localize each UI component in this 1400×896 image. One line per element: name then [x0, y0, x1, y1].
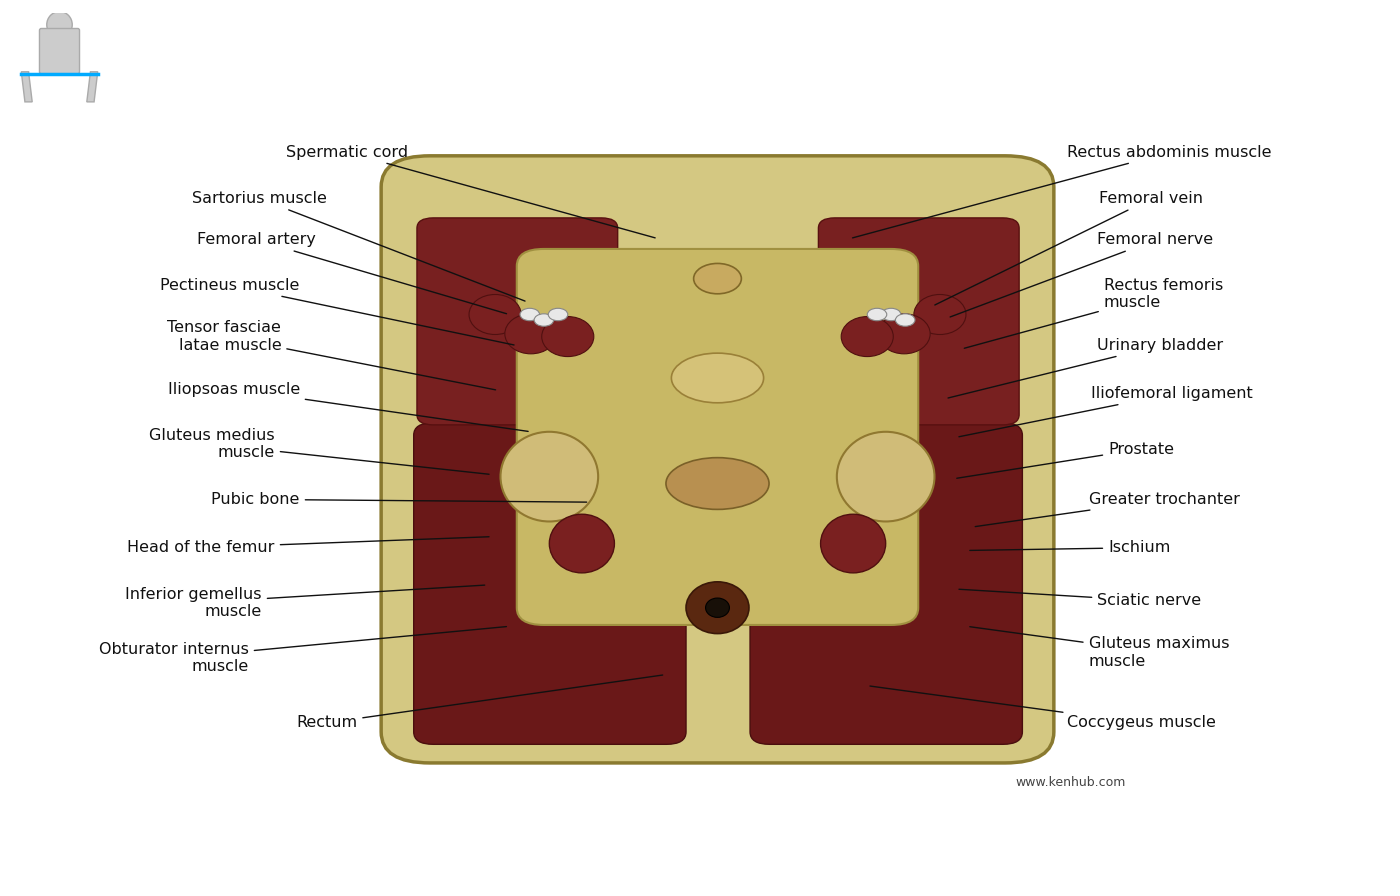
Ellipse shape — [469, 295, 521, 334]
Text: Sartorius muscle: Sartorius muscle — [192, 191, 525, 301]
FancyBboxPatch shape — [417, 218, 617, 425]
FancyBboxPatch shape — [819, 218, 1019, 425]
Text: Femoral nerve: Femoral nerve — [951, 232, 1214, 317]
Text: Pectineus muscle: Pectineus muscle — [161, 278, 514, 345]
Ellipse shape — [837, 432, 935, 521]
Ellipse shape — [841, 316, 893, 357]
Circle shape — [882, 308, 900, 321]
Text: Iliopsoas muscle: Iliopsoas muscle — [168, 382, 528, 431]
FancyBboxPatch shape — [517, 249, 918, 625]
Text: Obturator internus
muscle: Obturator internus muscle — [99, 626, 507, 675]
Text: Pubic bone: Pubic bone — [211, 492, 587, 507]
Text: Urinary bladder: Urinary bladder — [948, 338, 1224, 398]
Text: www.kenhub.com: www.kenhub.com — [1016, 776, 1126, 789]
Circle shape — [867, 308, 886, 321]
Text: Rectus femoris
muscle: Rectus femoris muscle — [965, 278, 1224, 349]
Text: Greater trochanter: Greater trochanter — [976, 492, 1239, 527]
FancyBboxPatch shape — [750, 423, 1022, 745]
Text: Rectus abdominis muscle: Rectus abdominis muscle — [853, 145, 1271, 237]
Ellipse shape — [914, 295, 966, 334]
Ellipse shape — [706, 598, 729, 617]
Text: Rectum: Rectum — [297, 675, 662, 730]
Text: Spermatic cord: Spermatic cord — [286, 145, 655, 237]
Circle shape — [549, 308, 568, 321]
Ellipse shape — [501, 432, 598, 521]
Polygon shape — [87, 72, 98, 102]
Circle shape — [693, 263, 742, 294]
Ellipse shape — [505, 314, 557, 354]
Text: Femoral vein: Femoral vein — [935, 191, 1204, 305]
Text: Ischium: Ischium — [970, 540, 1170, 556]
Ellipse shape — [878, 314, 930, 354]
Ellipse shape — [820, 514, 886, 573]
Text: Sciatic nerve: Sciatic nerve — [959, 590, 1201, 608]
Circle shape — [46, 12, 73, 38]
FancyBboxPatch shape — [39, 29, 80, 73]
Text: Coccygeus muscle: Coccygeus muscle — [869, 686, 1215, 730]
Text: Iliofemoral ligament: Iliofemoral ligament — [959, 386, 1253, 436]
Ellipse shape — [686, 582, 749, 633]
Circle shape — [535, 314, 553, 326]
Ellipse shape — [666, 458, 769, 510]
Text: Inferior gemellus
muscle: Inferior gemellus muscle — [126, 585, 484, 619]
Circle shape — [896, 314, 916, 326]
Polygon shape — [21, 72, 32, 102]
Text: Prostate: Prostate — [956, 442, 1175, 478]
FancyBboxPatch shape — [414, 423, 686, 745]
Text: Head of the femur: Head of the femur — [127, 537, 489, 556]
Text: Tensor fasciae
latae muscle: Tensor fasciae latae muscle — [168, 321, 496, 390]
Circle shape — [519, 308, 539, 321]
Ellipse shape — [672, 353, 763, 403]
Text: Gluteus medius
muscle: Gluteus medius muscle — [150, 428, 489, 474]
Text: Gluteus maximus
muscle: Gluteus maximus muscle — [970, 626, 1229, 668]
Ellipse shape — [549, 514, 615, 573]
Text: KEN
HUB: KEN HUB — [1284, 826, 1326, 866]
Ellipse shape — [542, 316, 594, 357]
Text: Femoral artery: Femoral artery — [197, 232, 507, 314]
FancyBboxPatch shape — [381, 156, 1054, 763]
